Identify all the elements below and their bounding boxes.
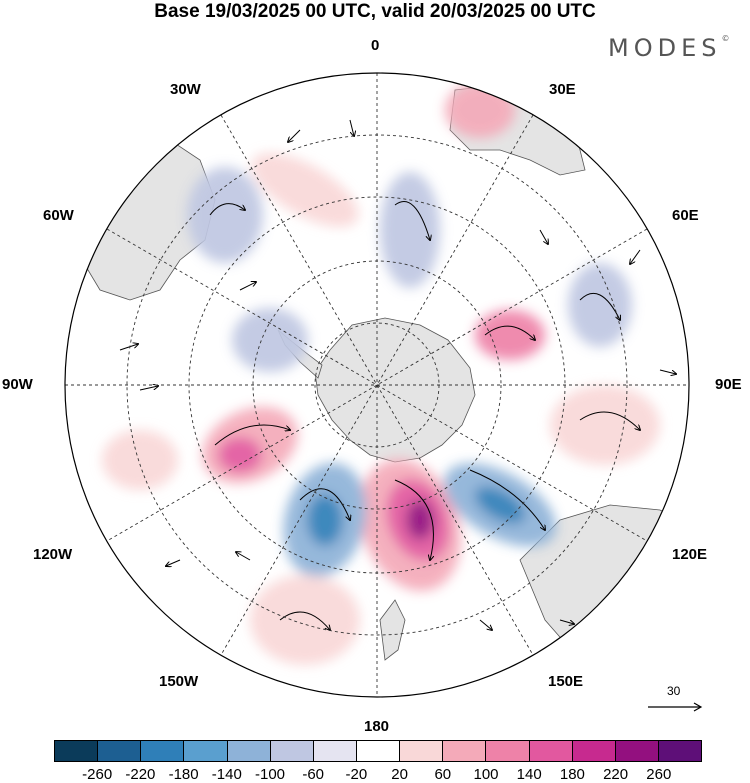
colorbar-tick-label: 220: [603, 766, 629, 783]
lon-label-180: 180: [364, 718, 390, 735]
colorbar-tick-label: -60: [302, 766, 325, 783]
reference-vector: [648, 702, 703, 712]
colorbar-tick-label: -220: [125, 766, 156, 783]
lon-label-60e: 60E: [672, 207, 699, 224]
new-zealand: [379, 599, 406, 661]
lon-label-90e: 90E: [715, 376, 742, 393]
map-boundary: [64, 72, 690, 698]
lon-label-150w: 150W: [159, 673, 199, 690]
colorbar-segment: [183, 741, 227, 761]
brand-logo: MODES©: [608, 34, 730, 62]
colorbar-segment: [614, 741, 658, 761]
colorbar-tick-label: -20: [345, 766, 368, 783]
map-title: Base 19/03/2025 00 UTC, valid 20/03/2025…: [154, 1, 596, 22]
colorbar-tick-label: 260: [646, 766, 672, 783]
colorbar-segment: [657, 741, 702, 761]
colorbar-segment: [528, 741, 572, 761]
lon-label-30e: 30E: [549, 81, 576, 98]
colorbar-ticks: -260 -220 -180 -140 -100 -60 -20 20 60 100 140 180 2…: [0, 766, 750, 783]
colorbar: [54, 740, 702, 762]
colorbar-tick-label: 140: [516, 766, 542, 783]
lon-label-0: 0: [371, 37, 380, 54]
reference-vector-label: 30: [667, 684, 681, 698]
lon-label-120w: 120W: [33, 546, 73, 563]
colorbar-segment: [269, 741, 313, 761]
lon-label-30w: 30W: [170, 81, 201, 98]
colorbar-segment: [355, 741, 400, 761]
colorbar-segment: [571, 741, 615, 761]
colorbar-segment: [485, 741, 529, 761]
wind-vectors: [119, 119, 676, 630]
lon-label-150e: 150E: [548, 673, 584, 690]
colorbar-tick-label: -180: [168, 766, 199, 783]
colorbar-tick-label: -100: [254, 766, 286, 783]
graticule: [65, 73, 689, 697]
colorbar-segment: [399, 741, 443, 761]
map-fields: [65, 73, 689, 697]
colorbar-tick-label: -140: [211, 766, 242, 783]
colorbar-tick-label: 60: [434, 766, 452, 783]
lon-label-60w: 60W: [43, 207, 74, 224]
colorbar-tick-label: 100: [473, 766, 499, 783]
antarctica: [314, 317, 476, 463]
colorbar-tick-label: 180: [559, 766, 585, 783]
colorbar-segment: [226, 741, 270, 761]
colorbar-tick-label: 20: [391, 766, 408, 783]
colorbar-segment: [442, 741, 486, 761]
colorbar-segment: [140, 741, 184, 761]
colorbar-segment: [312, 741, 356, 761]
lon-label-90w: 90W: [2, 376, 33, 393]
lon-label-120e: 120E: [672, 546, 708, 563]
colorbar-tick-label: -260: [82, 766, 113, 783]
colorbar-segment: [55, 741, 98, 761]
anomaly-shading: [102, 82, 660, 665]
colorbar-segment: [97, 741, 141, 761]
